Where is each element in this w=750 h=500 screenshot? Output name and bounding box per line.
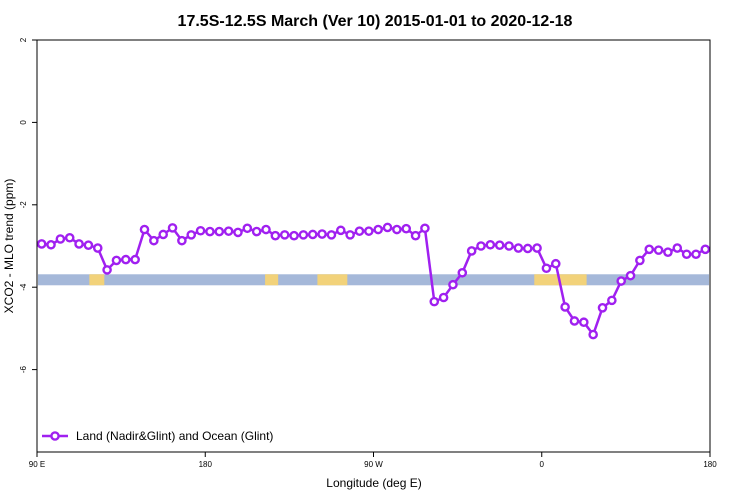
land-patch bbox=[265, 274, 279, 286]
data-point bbox=[569, 316, 580, 326]
data-point bbox=[625, 270, 636, 281]
data-point bbox=[616, 276, 627, 286]
data-point bbox=[681, 249, 692, 260]
data-point bbox=[560, 302, 570, 312]
data-point bbox=[326, 230, 337, 240]
data-point bbox=[335, 225, 346, 236]
data-point bbox=[279, 230, 290, 240]
data-point bbox=[120, 254, 131, 265]
y-tick-label: -6 bbox=[19, 365, 28, 373]
data-point bbox=[149, 235, 159, 246]
data-point bbox=[504, 241, 514, 251]
data-point bbox=[382, 222, 393, 233]
data-point bbox=[550, 258, 561, 269]
data-point bbox=[420, 223, 430, 234]
data-point bbox=[448, 279, 458, 290]
data-point bbox=[700, 244, 711, 255]
data-point bbox=[186, 230, 197, 240]
y-tick-label: -4 bbox=[19, 283, 28, 291]
plot-area bbox=[36, 222, 711, 340]
x-axis-label: Longitude (deg E) bbox=[326, 476, 421, 490]
data-point bbox=[64, 232, 75, 243]
data-point bbox=[167, 223, 178, 233]
data-point bbox=[653, 245, 664, 255]
land-patch bbox=[89, 274, 105, 286]
data-point bbox=[494, 240, 505, 250]
data-point bbox=[457, 267, 468, 278]
data-point bbox=[261, 224, 271, 235]
data-point bbox=[532, 243, 542, 253]
data-point bbox=[392, 224, 402, 235]
data-point bbox=[541, 263, 552, 274]
data-point bbox=[644, 244, 655, 255]
data-point bbox=[579, 317, 589, 328]
y-tick-label: 2 bbox=[19, 37, 28, 42]
plot-frame bbox=[36, 39, 711, 453]
data-point bbox=[289, 230, 299, 241]
data-point bbox=[242, 223, 253, 234]
y-axis-label: XCO2 - MLO trend (ppm) bbox=[2, 179, 16, 314]
x-tick-label: 90 E bbox=[29, 460, 45, 469]
data-point bbox=[691, 249, 701, 260]
data-point bbox=[177, 235, 187, 246]
data-point bbox=[466, 246, 477, 256]
data-point bbox=[130, 254, 140, 265]
land-patch bbox=[317, 274, 348, 286]
data-point bbox=[55, 234, 66, 244]
data-point bbox=[635, 255, 645, 266]
legend: Land (Nadir&Glint) and Ocean (Glint) bbox=[42, 429, 273, 443]
data-point bbox=[214, 226, 225, 237]
data-point bbox=[672, 243, 683, 253]
x-tick-label: 90 W bbox=[364, 460, 383, 469]
y-tick-label: 0 bbox=[19, 120, 28, 125]
legend-marker bbox=[50, 431, 60, 441]
data-point bbox=[233, 227, 243, 238]
y-tick-label: -2 bbox=[19, 201, 28, 209]
data-point bbox=[607, 295, 617, 306]
data-point bbox=[307, 229, 318, 240]
data-point bbox=[74, 239, 84, 249]
data-point bbox=[36, 239, 47, 249]
data-point bbox=[485, 239, 496, 250]
ocean-strip bbox=[38, 274, 709, 286]
data-point bbox=[92, 243, 103, 253]
data-point bbox=[83, 240, 94, 250]
x-tick-label: 180 bbox=[199, 460, 213, 469]
data-point bbox=[364, 226, 374, 236]
data-point bbox=[476, 241, 486, 251]
data-point bbox=[223, 226, 234, 236]
data-point bbox=[513, 243, 524, 253]
data-point bbox=[588, 329, 598, 340]
data-point bbox=[354, 226, 365, 236]
x-axis: 90 E 180 90 W 0 180 bbox=[29, 452, 717, 469]
data-point bbox=[298, 230, 309, 240]
data-point bbox=[195, 225, 206, 236]
x-tick-label: 180 bbox=[703, 460, 717, 469]
data-point bbox=[139, 224, 150, 235]
data-point bbox=[401, 223, 412, 234]
data-point bbox=[102, 265, 112, 275]
legend-label: Land (Nadir&Glint) and Ocean (Glint) bbox=[76, 429, 273, 443]
data-point bbox=[46, 239, 56, 250]
data-point bbox=[597, 302, 608, 313]
data-point bbox=[205, 226, 215, 237]
data-point bbox=[317, 229, 327, 239]
data-point bbox=[410, 230, 421, 241]
data-point bbox=[522, 243, 533, 254]
chart-title: 17.5S-12.5S March (Ver 10) 2015-01-01 to… bbox=[178, 13, 573, 30]
x-tick-label: 0 bbox=[540, 460, 545, 469]
data-point bbox=[663, 247, 673, 257]
y-axis: 2 0 -2 -4 -6 bbox=[19, 37, 37, 373]
data-point bbox=[345, 230, 355, 240]
data-point bbox=[438, 292, 449, 303]
data-point bbox=[251, 226, 262, 237]
data-point bbox=[111, 255, 122, 266]
data-point bbox=[270, 230, 281, 241]
data-point bbox=[158, 229, 168, 240]
data-point bbox=[373, 224, 383, 235]
data-point bbox=[429, 296, 440, 307]
